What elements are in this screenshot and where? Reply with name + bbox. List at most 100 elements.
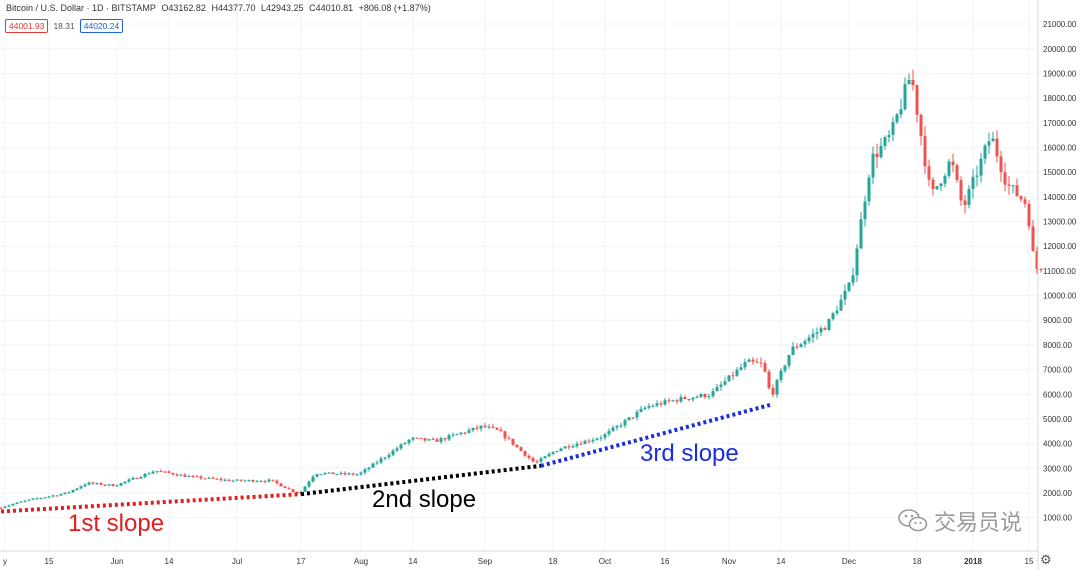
price-axis[interactable]: 1000.00 2000.00 3000.00 4000.00 5000.00 6000.… bbox=[1037, 0, 1077, 570]
candle-body bbox=[535, 461, 539, 463]
candle-body bbox=[619, 425, 623, 427]
candle-body bbox=[23, 500, 27, 502]
gear-icon[interactable]: ⚙ bbox=[1040, 552, 1052, 567]
candle-body bbox=[915, 85, 919, 115]
candle-body bbox=[39, 497, 43, 499]
candle-body bbox=[407, 439, 411, 444]
x-tick-label: 16 bbox=[661, 557, 670, 566]
candle-body bbox=[759, 362, 763, 364]
candle-body bbox=[603, 434, 607, 438]
candle-body bbox=[391, 450, 395, 455]
candle-body bbox=[483, 425, 487, 427]
candle-body bbox=[807, 337, 811, 342]
candle-body bbox=[703, 394, 707, 398]
candle-body bbox=[627, 417, 631, 421]
candle-body bbox=[987, 141, 991, 146]
candle-body bbox=[639, 408, 643, 412]
candle-body bbox=[315, 474, 319, 477]
candle-body bbox=[823, 328, 827, 330]
candle-body bbox=[499, 429, 503, 432]
candle-body bbox=[103, 484, 107, 486]
y-tick-label: 2000.00 bbox=[1043, 489, 1072, 498]
candle-body bbox=[215, 478, 219, 480]
candle-body bbox=[267, 479, 271, 482]
candle-body bbox=[991, 138, 995, 142]
candle-body bbox=[735, 369, 739, 376]
candle-body bbox=[951, 161, 955, 166]
candle-body bbox=[811, 333, 815, 338]
candle-body bbox=[243, 480, 247, 482]
candle-body bbox=[835, 310, 839, 314]
y-tick-label: 8000.00 bbox=[1043, 341, 1072, 350]
candle-body bbox=[199, 476, 203, 479]
candle-body bbox=[115, 485, 119, 487]
candle-body bbox=[731, 375, 735, 377]
candle-body bbox=[471, 427, 475, 431]
chart-grid bbox=[0, 0, 1038, 551]
candle-body bbox=[543, 456, 547, 459]
ask-badge[interactable]: 44020.24 bbox=[79, 19, 124, 33]
candle-body bbox=[655, 403, 659, 406]
chart-legend: Bitcoin / U.S. Dollar · 1D · BITSTAMP O4… bbox=[6, 3, 434, 13]
slope-label-1: 1st slope bbox=[68, 510, 164, 537]
candle-body bbox=[599, 437, 603, 439]
candle-body bbox=[955, 165, 959, 180]
candle-body bbox=[779, 370, 783, 380]
low-value: L42943.25 bbox=[261, 3, 304, 13]
candle-body bbox=[95, 483, 99, 485]
candle-body bbox=[711, 391, 715, 397]
candle-body bbox=[83, 484, 87, 487]
y-tick-label: 12000.00 bbox=[1043, 242, 1077, 251]
candle-body bbox=[943, 175, 947, 184]
candle-body bbox=[1039, 268, 1043, 270]
candle-body bbox=[819, 328, 823, 333]
candle-body bbox=[147, 473, 151, 475]
candle-body bbox=[75, 488, 79, 490]
y-tick-label: 21000.00 bbox=[1043, 20, 1077, 29]
candle-body bbox=[539, 458, 543, 462]
candle-body bbox=[771, 387, 775, 395]
candle-body bbox=[495, 427, 499, 430]
candle-body bbox=[679, 396, 683, 402]
candle-body bbox=[855, 248, 859, 276]
spread-value: 18.31 bbox=[53, 21, 75, 31]
candle-body bbox=[795, 346, 799, 348]
candle-body bbox=[159, 471, 163, 473]
candle-body bbox=[127, 479, 131, 482]
candle-body bbox=[19, 501, 23, 503]
time-axis[interactable]: y 15 Jun 14 Jul 17 Aug 14 Sep 18 Oct 16 Nov 14 Dec 18 20… bbox=[0, 550, 1038, 566]
x-tick-label: y bbox=[3, 557, 7, 566]
candle-body bbox=[867, 177, 871, 202]
bid-badge[interactable]: 44001.93 bbox=[5, 19, 49, 33]
candle-body bbox=[663, 400, 667, 405]
candle-body bbox=[635, 411, 639, 418]
candle-body bbox=[927, 166, 931, 180]
candle-body bbox=[183, 474, 187, 477]
candle-body bbox=[647, 405, 651, 408]
candle-body bbox=[1035, 251, 1039, 269]
y-tick-label: 18000.00 bbox=[1043, 94, 1077, 103]
candle-body bbox=[231, 480, 235, 482]
candle-body bbox=[271, 479, 275, 481]
candle-body bbox=[47, 496, 51, 498]
candle-body bbox=[239, 479, 243, 481]
candle-body bbox=[519, 447, 523, 451]
candle-body bbox=[211, 477, 215, 479]
candle-body bbox=[423, 438, 427, 441]
candle-body bbox=[343, 472, 347, 475]
candle-body bbox=[571, 446, 575, 448]
candle-body bbox=[383, 457, 387, 459]
candle-body bbox=[63, 492, 67, 495]
candle-body bbox=[995, 138, 999, 157]
candle-body bbox=[283, 486, 287, 489]
candlestick-series bbox=[0, 69, 1043, 509]
candle-body bbox=[387, 454, 391, 458]
candle-body bbox=[671, 400, 675, 402]
candle-body bbox=[135, 477, 139, 479]
candle-body bbox=[139, 477, 143, 479]
candle-body bbox=[515, 444, 519, 448]
candle-body bbox=[755, 361, 759, 363]
candle-body bbox=[935, 186, 939, 189]
candle-body bbox=[3, 506, 7, 508]
